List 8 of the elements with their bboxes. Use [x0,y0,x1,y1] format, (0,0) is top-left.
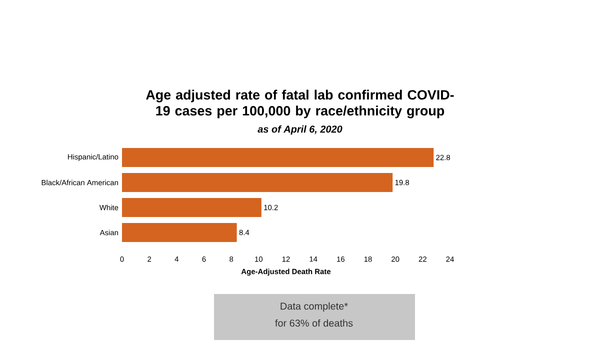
bar [122,148,434,167]
chart-title: Age adjusted rate of fatal lab confirmed COVID-19 cases per 100,000 by race/ethnicity group [146,90,454,118]
text: Data complete* [280,302,348,312]
text: for 63% of deaths [275,319,353,327]
bar [122,223,237,242]
bar [122,173,393,192]
bar [122,198,262,217]
chart-subtitle: as of April 6, 2020 [258,125,342,135]
